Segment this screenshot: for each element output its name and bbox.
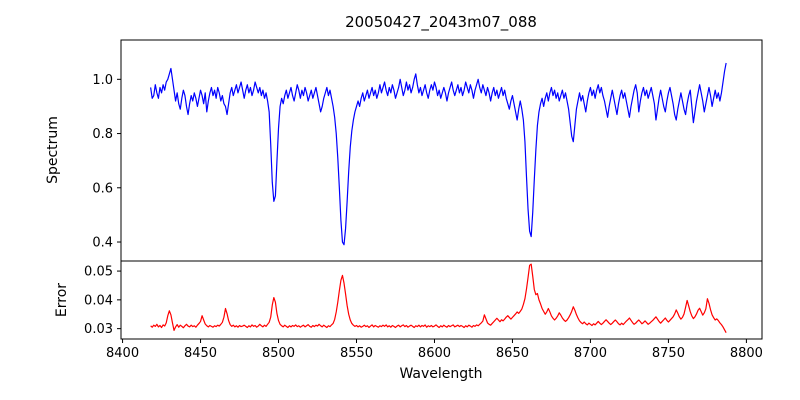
y-tick-label: 0.05 xyxy=(84,265,113,280)
x-tick-label: 8500 xyxy=(262,346,295,361)
plot-area: 0.4 0.6 0.8 1.0 0.03 0.04 0.05 8400 8450 8500 8550… xyxy=(84,39,763,361)
y-tick-label: 0.04 xyxy=(84,293,113,308)
x-tick-label: 8400 xyxy=(106,346,139,361)
error-panel-border xyxy=(120,260,763,340)
x-axis-label: Wavelength xyxy=(399,366,482,382)
x-tick-label: 8600 xyxy=(418,346,451,361)
x-axis-ticks: 8400 8450 8500 8550 8600 8650 8700 8750 8800 xyxy=(106,339,763,361)
spectrum-y-axis-label: Spectrum xyxy=(45,116,61,184)
spectrum-line xyxy=(150,62,727,246)
error-line xyxy=(150,263,727,333)
spectrum-panel-border xyxy=(120,39,763,262)
error-y-axis-label: Error xyxy=(54,283,70,317)
x-tick-label: 8450 xyxy=(184,346,217,361)
y-tick-label: 0.4 xyxy=(92,236,113,251)
chart-title: 20050427_2043m07_088 xyxy=(345,13,537,32)
x-tick-label: 8700 xyxy=(574,346,607,361)
x-tick-label: 8750 xyxy=(652,346,685,361)
y-tick-label: 1.0 xyxy=(92,73,113,88)
x-tick-label: 8550 xyxy=(340,346,373,361)
y-tick-label: 0.6 xyxy=(92,181,113,196)
spectrum-y-axis-ticks: 0.4 0.6 0.8 1.0 xyxy=(92,73,121,251)
x-tick-label: 8650 xyxy=(496,346,529,361)
error-y-axis-ticks: 0.03 0.04 0.05 xyxy=(84,265,121,337)
y-tick-label: 0.03 xyxy=(84,322,113,337)
y-tick-label: 0.8 xyxy=(92,127,113,142)
x-tick-label: 8800 xyxy=(730,346,763,361)
